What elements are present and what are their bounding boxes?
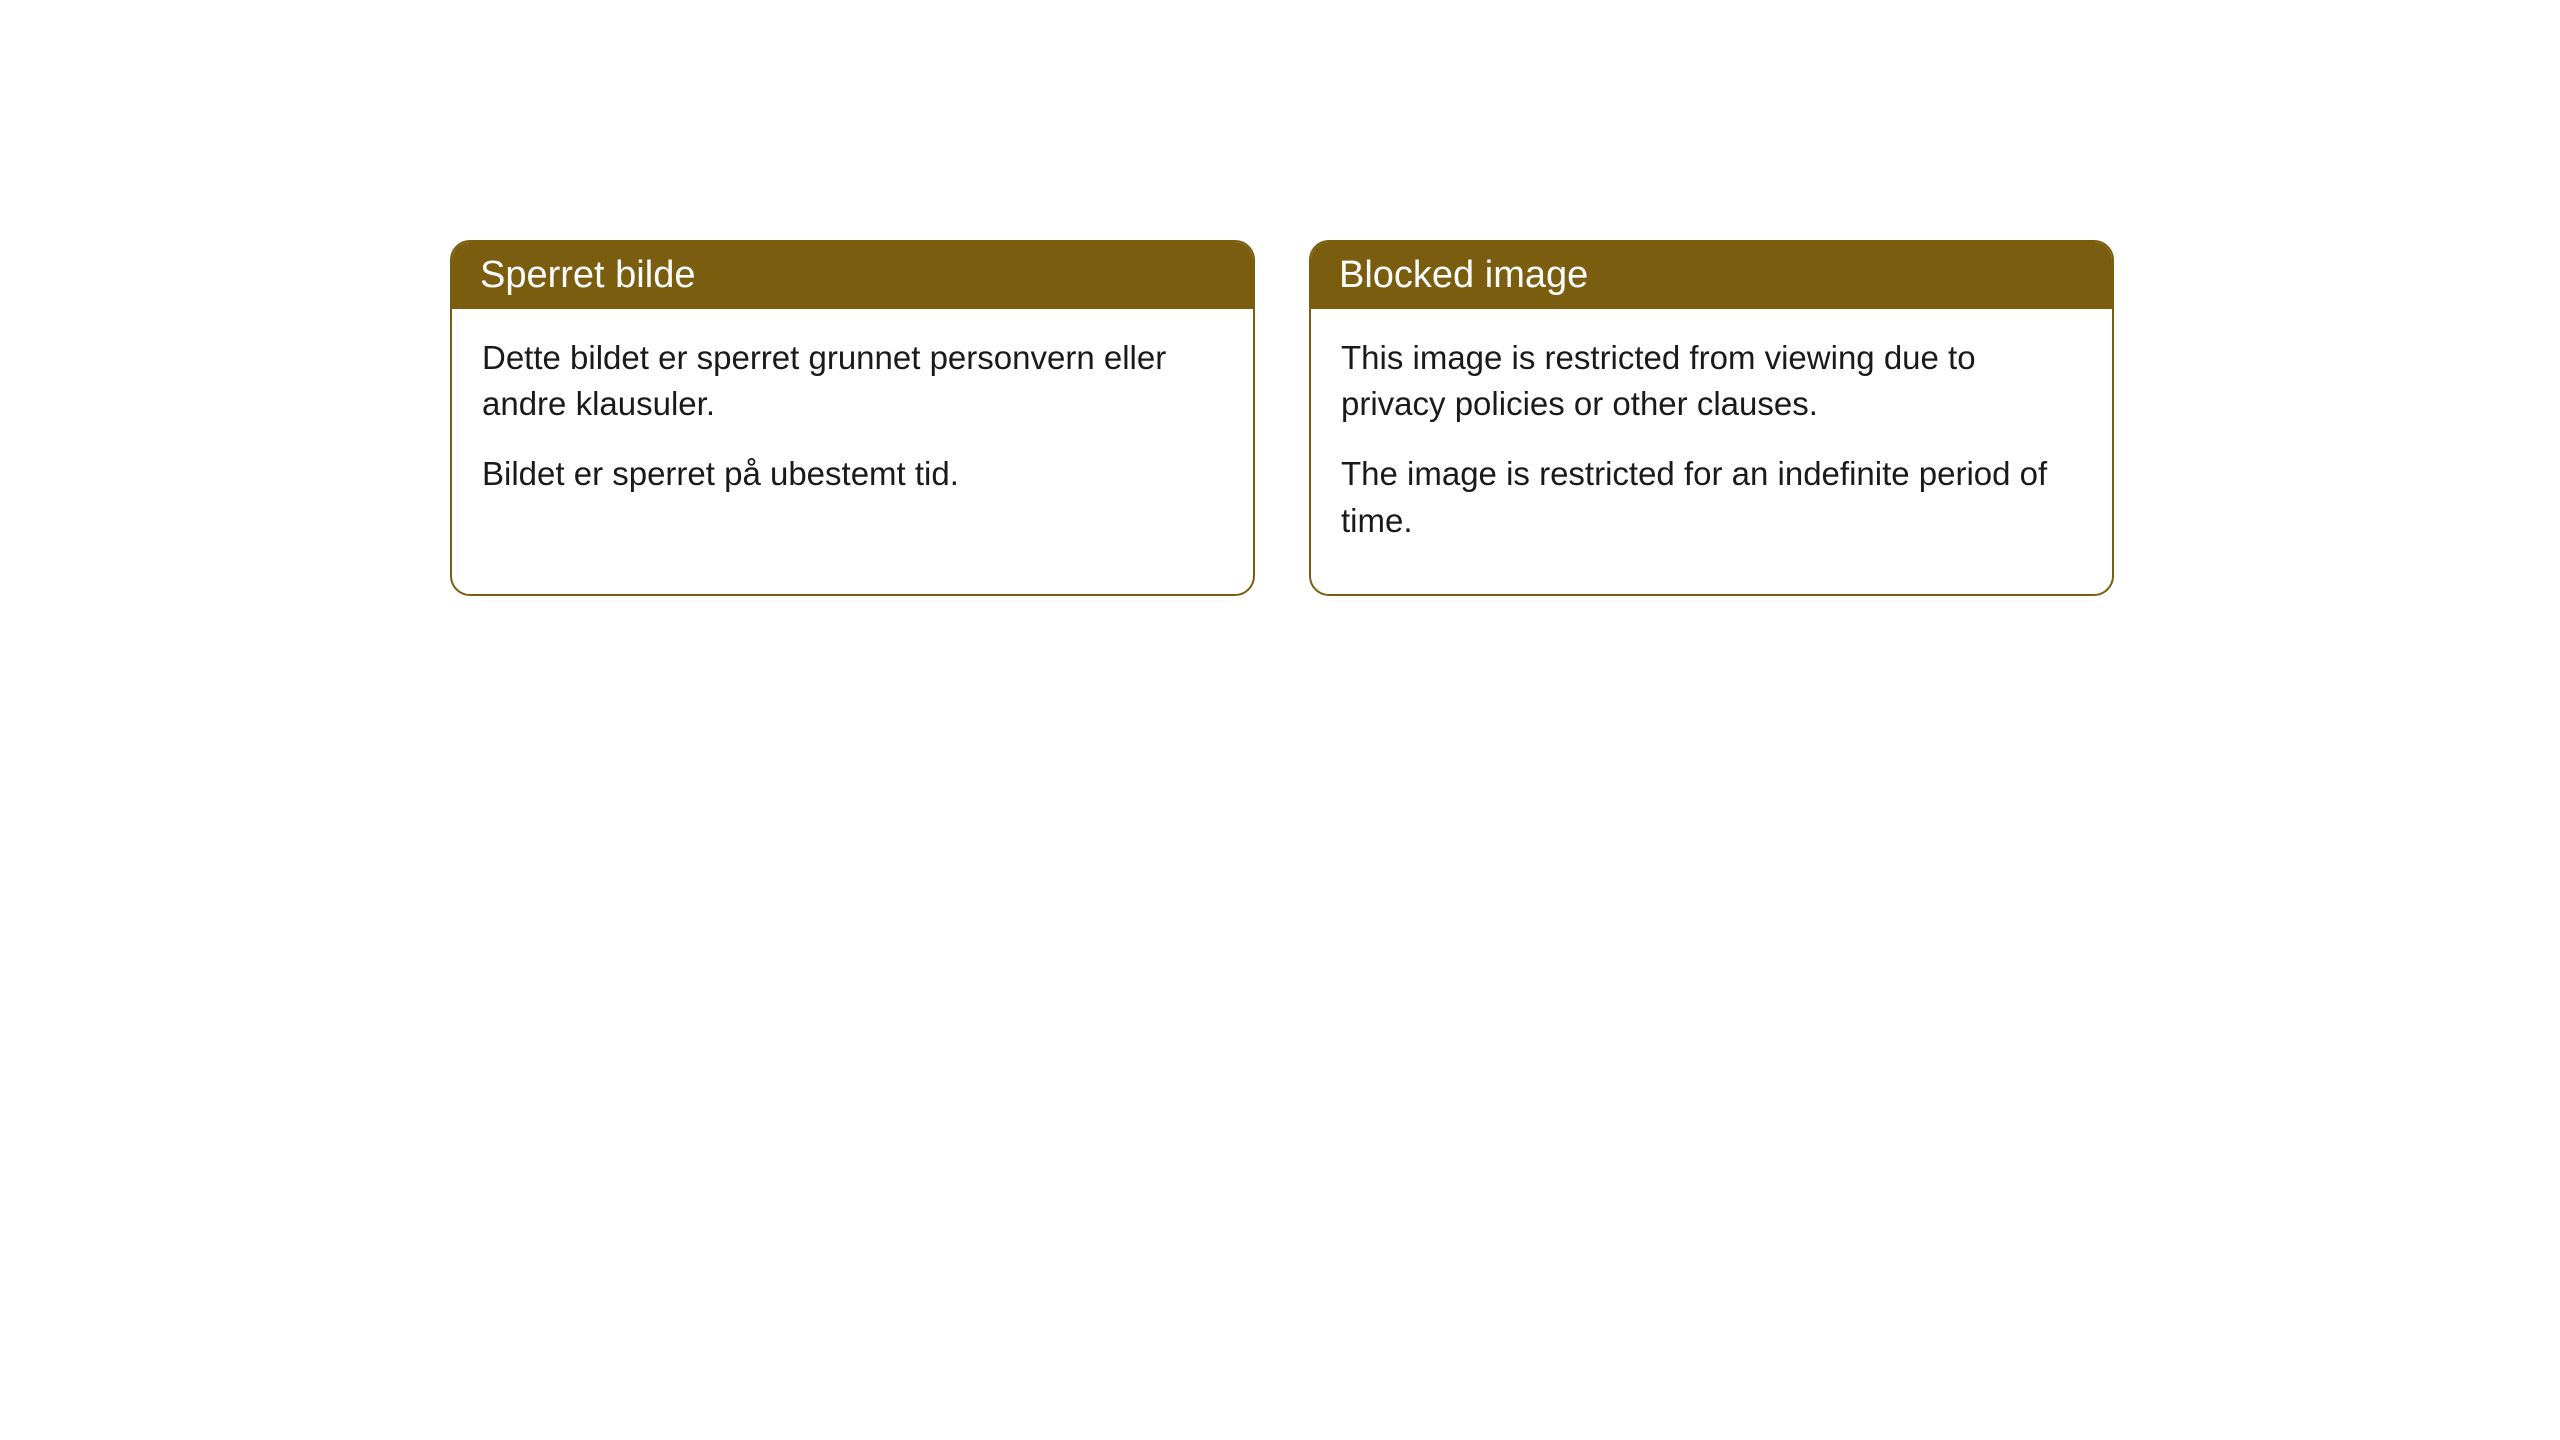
- card-paragraph: This image is restricted from viewing du…: [1341, 335, 2082, 427]
- notice-card-english: Blocked image This image is restricted f…: [1309, 240, 2114, 596]
- card-header-english: Blocked image: [1311, 242, 2112, 309]
- card-header-norwegian: Sperret bilde: [452, 242, 1253, 309]
- card-paragraph: Dette bildet er sperret grunnet personve…: [482, 335, 1223, 427]
- notice-container: Sperret bilde Dette bildet er sperret gr…: [450, 240, 2114, 596]
- card-body-english: This image is restricted from viewing du…: [1311, 309, 2112, 594]
- card-paragraph: The image is restricted for an indefinit…: [1341, 451, 2082, 543]
- card-paragraph: Bildet er sperret på ubestemt tid.: [482, 451, 1223, 497]
- card-body-norwegian: Dette bildet er sperret grunnet personve…: [452, 309, 1253, 548]
- card-title: Blocked image: [1339, 254, 1588, 296]
- card-title: Sperret bilde: [480, 254, 695, 296]
- notice-card-norwegian: Sperret bilde Dette bildet er sperret gr…: [450, 240, 1255, 596]
